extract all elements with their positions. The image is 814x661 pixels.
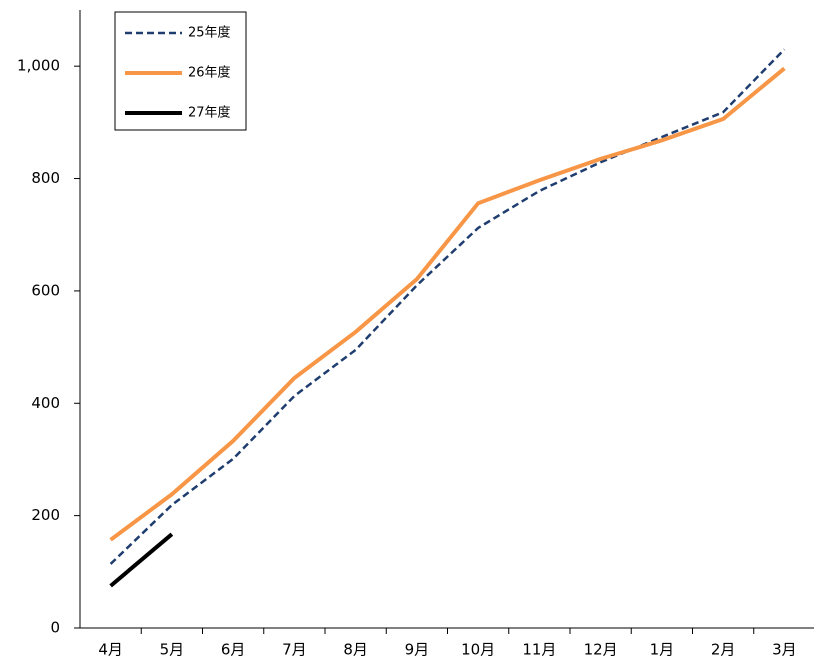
y-tick-label: 1,000 xyxy=(17,57,60,75)
x-tick-label: 11月 xyxy=(522,641,556,659)
legend-label: 27年度 xyxy=(188,105,231,121)
x-tick-label: 5月 xyxy=(160,641,185,659)
y-tick-label: 600 xyxy=(31,281,60,299)
x-tick-label: 9月 xyxy=(405,641,430,659)
x-tick-label: 4月 xyxy=(98,641,123,659)
legend-label: 26年度 xyxy=(188,65,231,81)
x-tick-label: 12月 xyxy=(584,641,618,659)
y-tick-label: 200 xyxy=(31,506,60,524)
series-line xyxy=(109,66,786,542)
y-tick-label: 800 xyxy=(31,169,60,187)
x-tick-label: 3月 xyxy=(772,641,797,659)
series-line xyxy=(109,532,174,588)
x-tick-label: 6月 xyxy=(221,641,246,659)
y-tick-label: 400 xyxy=(31,394,60,412)
x-tick-label: 10月 xyxy=(461,641,495,659)
x-tick-label: 2月 xyxy=(711,641,736,659)
x-tick-label: 7月 xyxy=(282,641,307,659)
legend-label: 25年度 xyxy=(188,25,231,41)
y-tick-label: 0 xyxy=(50,619,60,637)
x-tick-label: 1月 xyxy=(650,641,675,659)
x-tick-label: 8月 xyxy=(343,641,368,659)
series-line xyxy=(109,48,786,565)
